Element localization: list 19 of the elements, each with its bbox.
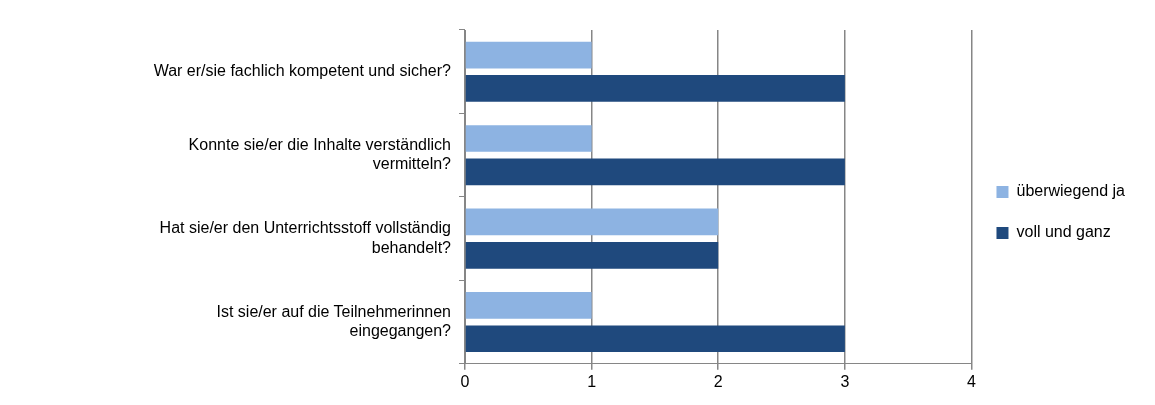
x-tick-label: 2 <box>713 372 723 390</box>
bar <box>465 325 845 353</box>
legend-label: voll und ganz <box>1016 223 1111 241</box>
bar <box>465 41 592 69</box>
y-tick-label: Hat sie/er den Unterrichtsstoff vollständig behandelt? <box>159 219 452 256</box>
bar <box>465 292 592 319</box>
y-tick-label: Ist sie/er auf die Teilnehmerinnen eingegangen? <box>216 302 452 340</box>
y-tick-label: War er/sie fachlich kompetent und sicher? <box>153 62 452 80</box>
y-tick-label: Konnte sie/er die Inhalte verständlich vermitteln? <box>188 135 452 173</box>
bar <box>465 125 592 152</box>
x-tick-label: 1 <box>587 372 597 390</box>
bar <box>465 208 719 236</box>
bar <box>465 75 845 102</box>
x-tick-label: 3 <box>840 372 850 390</box>
legend-label: überwiegend ja <box>1016 182 1126 200</box>
x-tick-label: 4 <box>967 372 977 390</box>
bar <box>465 241 719 269</box>
bar <box>465 158 845 186</box>
x-tick-label: 0 <box>460 372 470 390</box>
